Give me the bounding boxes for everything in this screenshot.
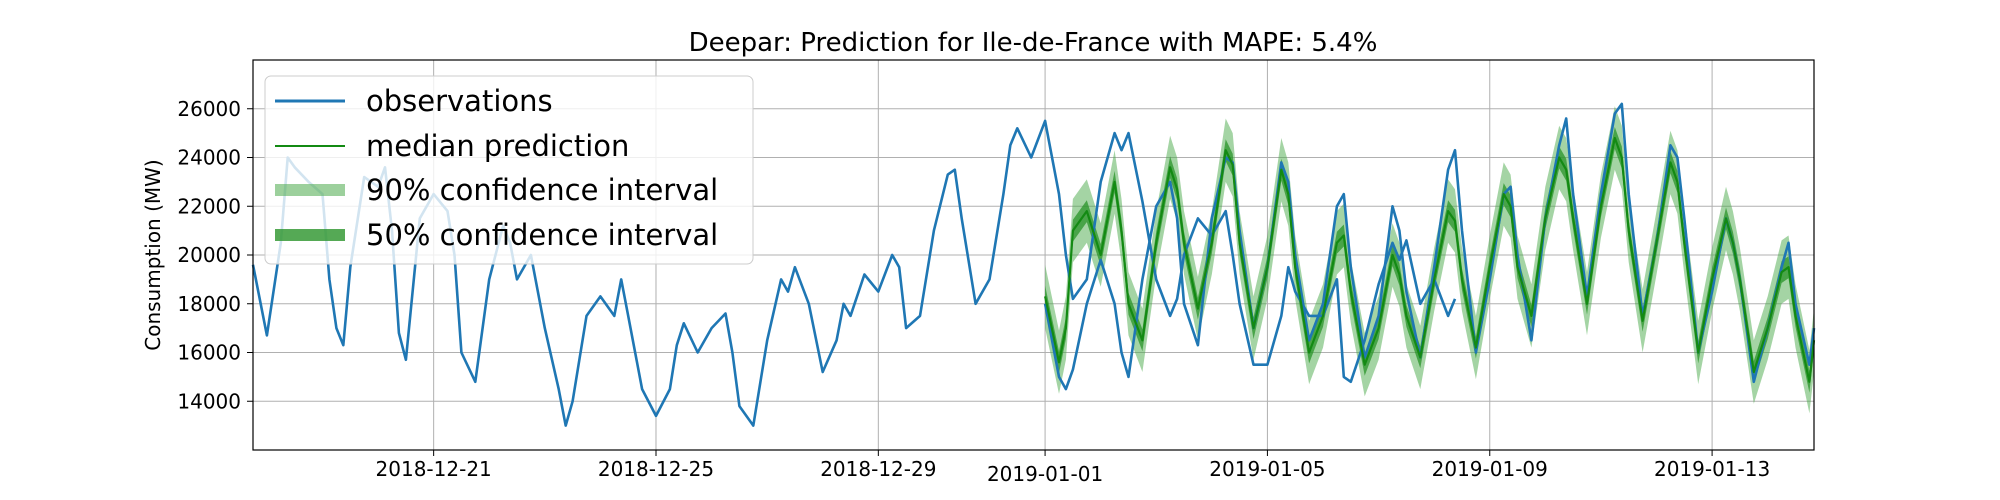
x-tick-label: 2018-12-21 [376, 457, 492, 481]
y-tick-label: 24000 [177, 146, 241, 170]
legend-label-observations: observations [366, 84, 553, 118]
x-tick-label: 2019-01-09 [1432, 457, 1548, 481]
y-tick-label: 16000 [177, 341, 241, 365]
y-tick-label: 26000 [177, 97, 241, 121]
legend: observations median prediction 90% confi… [264, 75, 754, 265]
x-tick-label: 2019-01-05 [1209, 457, 1325, 481]
series-line-observations-forecast-window [1043, 102, 1816, 391]
y-tick-label: 14000 [177, 389, 241, 413]
series-line-median-prediction [1044, 136, 1816, 383]
chart-title: Deepar: Prediction for Ile-de-France wit… [689, 28, 1378, 58]
legend-box [264, 75, 754, 265]
y-tick-label: 20000 [177, 243, 241, 267]
y-tick-label: 18000 [177, 292, 241, 316]
x-axis: 2018-12-21 2018-12-25 2018-12-29 2019-01-01… [376, 450, 1770, 486]
confidence-bands [1045, 106, 1814, 414]
x-tick-label: 2019-01-13 [1654, 457, 1770, 481]
legend-label-median: median prediction [366, 129, 629, 163]
legend-label-90ci: 90% confidence interval [366, 173, 718, 207]
legend-label-50ci: 50% confidence interval [366, 218, 718, 252]
y-axis: 14000 16000 18000 20000 22000 24000 26000 [177, 97, 253, 413]
x-tick-label: 2019-01-01 [987, 462, 1103, 486]
x-tick-label: 2018-12-29 [820, 457, 936, 481]
x-tick-label: 2018-12-25 [598, 457, 714, 481]
band-90-confidence [1045, 106, 1814, 414]
y-tick-label: 22000 [177, 194, 241, 218]
y-axis-label: Consumption (MW) [141, 159, 165, 350]
